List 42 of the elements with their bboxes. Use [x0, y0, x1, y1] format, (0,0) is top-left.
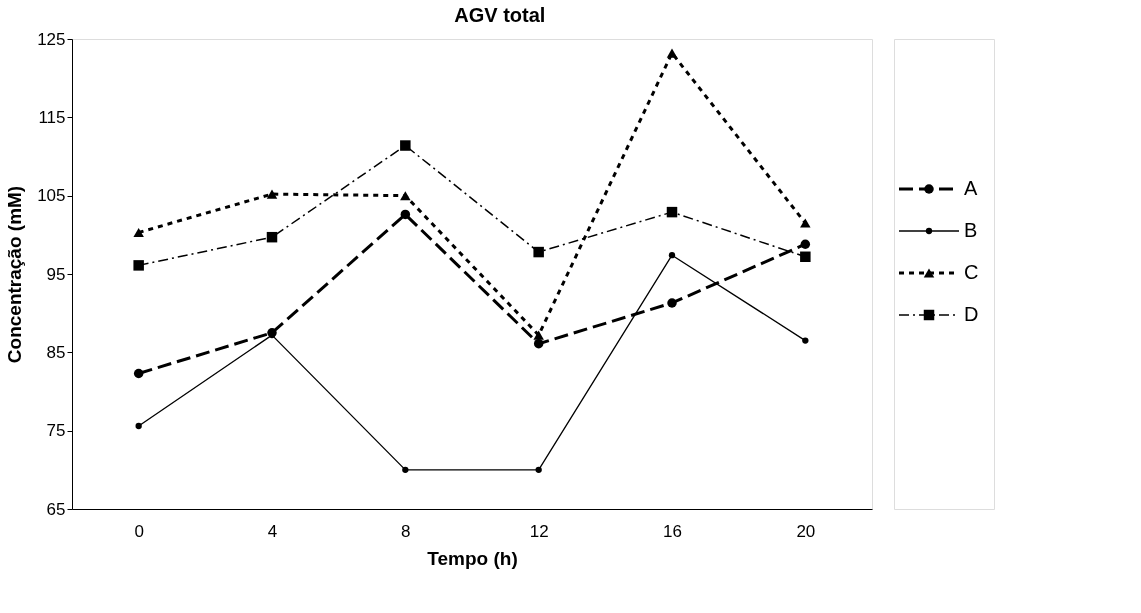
legend-label: B: [964, 219, 978, 241]
y-tick-label: 65: [46, 499, 66, 519]
legend-label: C: [964, 261, 979, 283]
point: [666, 206, 678, 218]
x-tick-label: 20: [796, 521, 816, 541]
point: [535, 466, 542, 473]
point: [533, 246, 544, 258]
x-tick-label: 4: [267, 521, 278, 541]
point: [133, 227, 144, 238]
point: [402, 466, 409, 473]
point: [400, 209, 411, 220]
point: [400, 140, 411, 151]
point: [666, 48, 678, 58]
y-tick-label: 85: [46, 342, 66, 362]
point: [668, 252, 676, 259]
point: [800, 239, 811, 249]
point: [266, 189, 278, 199]
chart-title: AGV total: [454, 3, 546, 26]
legend-label: D: [964, 303, 979, 325]
x-tick-label: 0: [134, 521, 144, 541]
x-axis-title: Tempo (h): [427, 547, 518, 569]
point: [800, 251, 811, 263]
point: [133, 368, 144, 379]
point: [533, 338, 544, 349]
y-tick-label: 75: [46, 421, 66, 441]
point: [802, 337, 809, 344]
y-tick-label: 125: [37, 29, 66, 49]
point: [135, 422, 142, 430]
point: [133, 260, 144, 271]
y-tick-label: 105: [37, 186, 66, 206]
y-tick-label: 95: [46, 264, 66, 284]
point: [667, 298, 677, 308]
point: [533, 330, 544, 340]
x-tick-label: 8: [401, 521, 411, 541]
y-tick-label: 115: [38, 107, 66, 127]
legend-label: A: [964, 177, 978, 199]
x-tick-label: 16: [663, 521, 682, 541]
point: [800, 218, 811, 228]
point: [266, 231, 278, 243]
point: [400, 191, 411, 201]
y-axis-title: Concentração (mM): [4, 185, 26, 364]
x-tick-label: 12: [529, 521, 549, 541]
